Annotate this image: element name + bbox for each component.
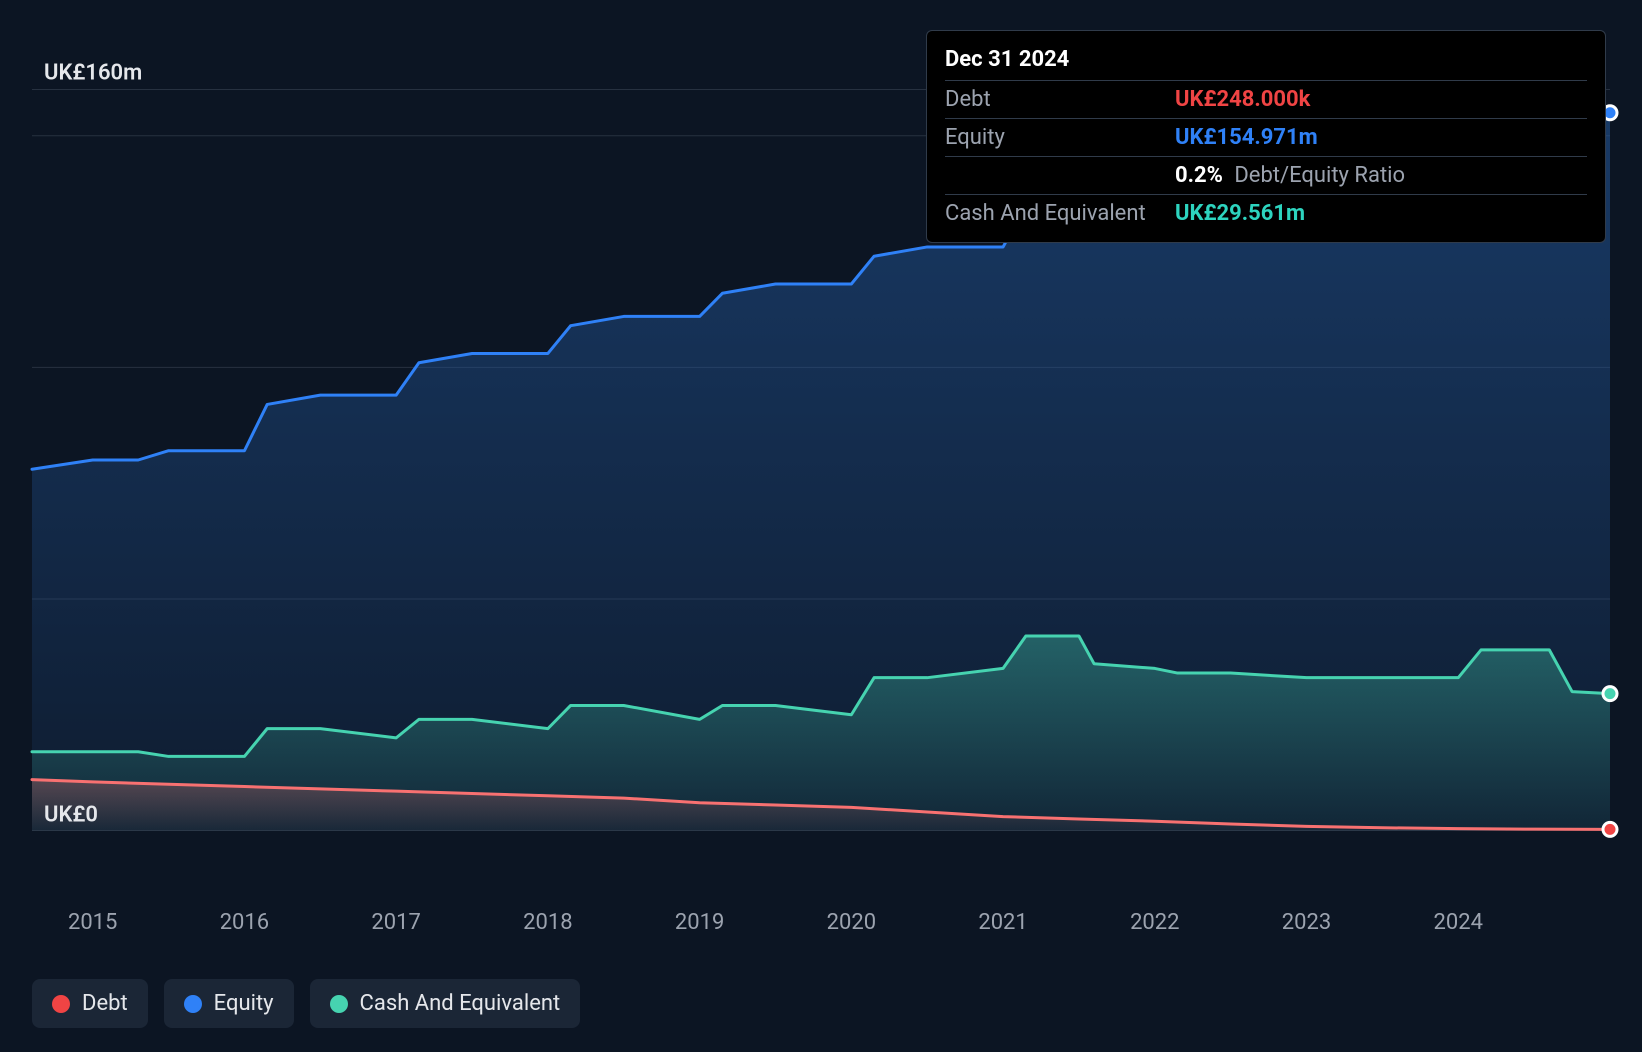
x-tick-label: 2022 xyxy=(1130,910,1179,935)
x-tick-label: 2023 xyxy=(1282,910,1331,935)
legend-item-equity[interactable]: Equity xyxy=(164,979,294,1028)
tooltip-row: DebtUK£248.000k xyxy=(945,80,1587,118)
x-tick-label: 2018 xyxy=(523,910,572,935)
x-tick-label: 2024 xyxy=(1434,910,1483,935)
x-tick-label: 2020 xyxy=(827,910,876,935)
x-axis-labels: 2015 2016 2017 2018 2019 2020 2021 2022 2023 2024 xyxy=(32,910,1610,950)
tooltip-label: Equity xyxy=(945,125,1175,150)
legend-item-cash[interactable]: Cash And Equivalent xyxy=(310,979,581,1028)
cash-end-marker xyxy=(1603,687,1617,701)
debt-equity-chart: 2015 2016 2017 2018 2019 2020 2021 2022 2023 2024… xyxy=(0,0,1642,1052)
legend: Debt Equity Cash And Equivalent xyxy=(32,979,580,1028)
tooltip-value: UK£248.000k xyxy=(1175,87,1310,112)
hover-tooltip: Dec 31 2024 DebtUK£248.000kEquityUK£154.… xyxy=(926,30,1606,243)
legend-dot xyxy=(184,995,202,1013)
legend-item-debt[interactable]: Debt xyxy=(32,979,148,1028)
tooltip-value: UK£29.561m xyxy=(1175,201,1305,226)
y-tick-label: UK£0 xyxy=(44,802,98,827)
legend-label: Equity xyxy=(214,991,274,1016)
legend-dot xyxy=(52,995,70,1013)
x-tick-label: 2015 xyxy=(68,910,117,935)
x-tick-label: 2019 xyxy=(675,910,724,935)
legend-label: Debt xyxy=(82,991,128,1016)
tooltip-row: EquityUK£154.971m xyxy=(945,118,1587,156)
tooltip-value: 0.2% Debt/Equity Ratio xyxy=(1175,163,1405,188)
x-tick-label: 2017 xyxy=(371,910,420,935)
tooltip-date: Dec 31 2024 xyxy=(945,43,1587,80)
x-tick-label: 2021 xyxy=(978,910,1027,935)
legend-dot xyxy=(330,995,348,1013)
y-tick-label: UK£160m xyxy=(44,61,142,86)
tooltip-label: Debt xyxy=(945,87,1175,112)
x-tick-label: 2016 xyxy=(220,910,269,935)
tooltip-label: Cash And Equivalent xyxy=(945,201,1175,226)
tooltip-value: UK£154.971m xyxy=(1175,125,1318,150)
legend-label: Cash And Equivalent xyxy=(360,991,561,1016)
tooltip-row: 0.2% Debt/Equity Ratio xyxy=(945,156,1587,194)
debt-end-marker xyxy=(1603,822,1617,836)
tooltip-row: Cash And EquivalentUK£29.561m xyxy=(945,194,1587,228)
